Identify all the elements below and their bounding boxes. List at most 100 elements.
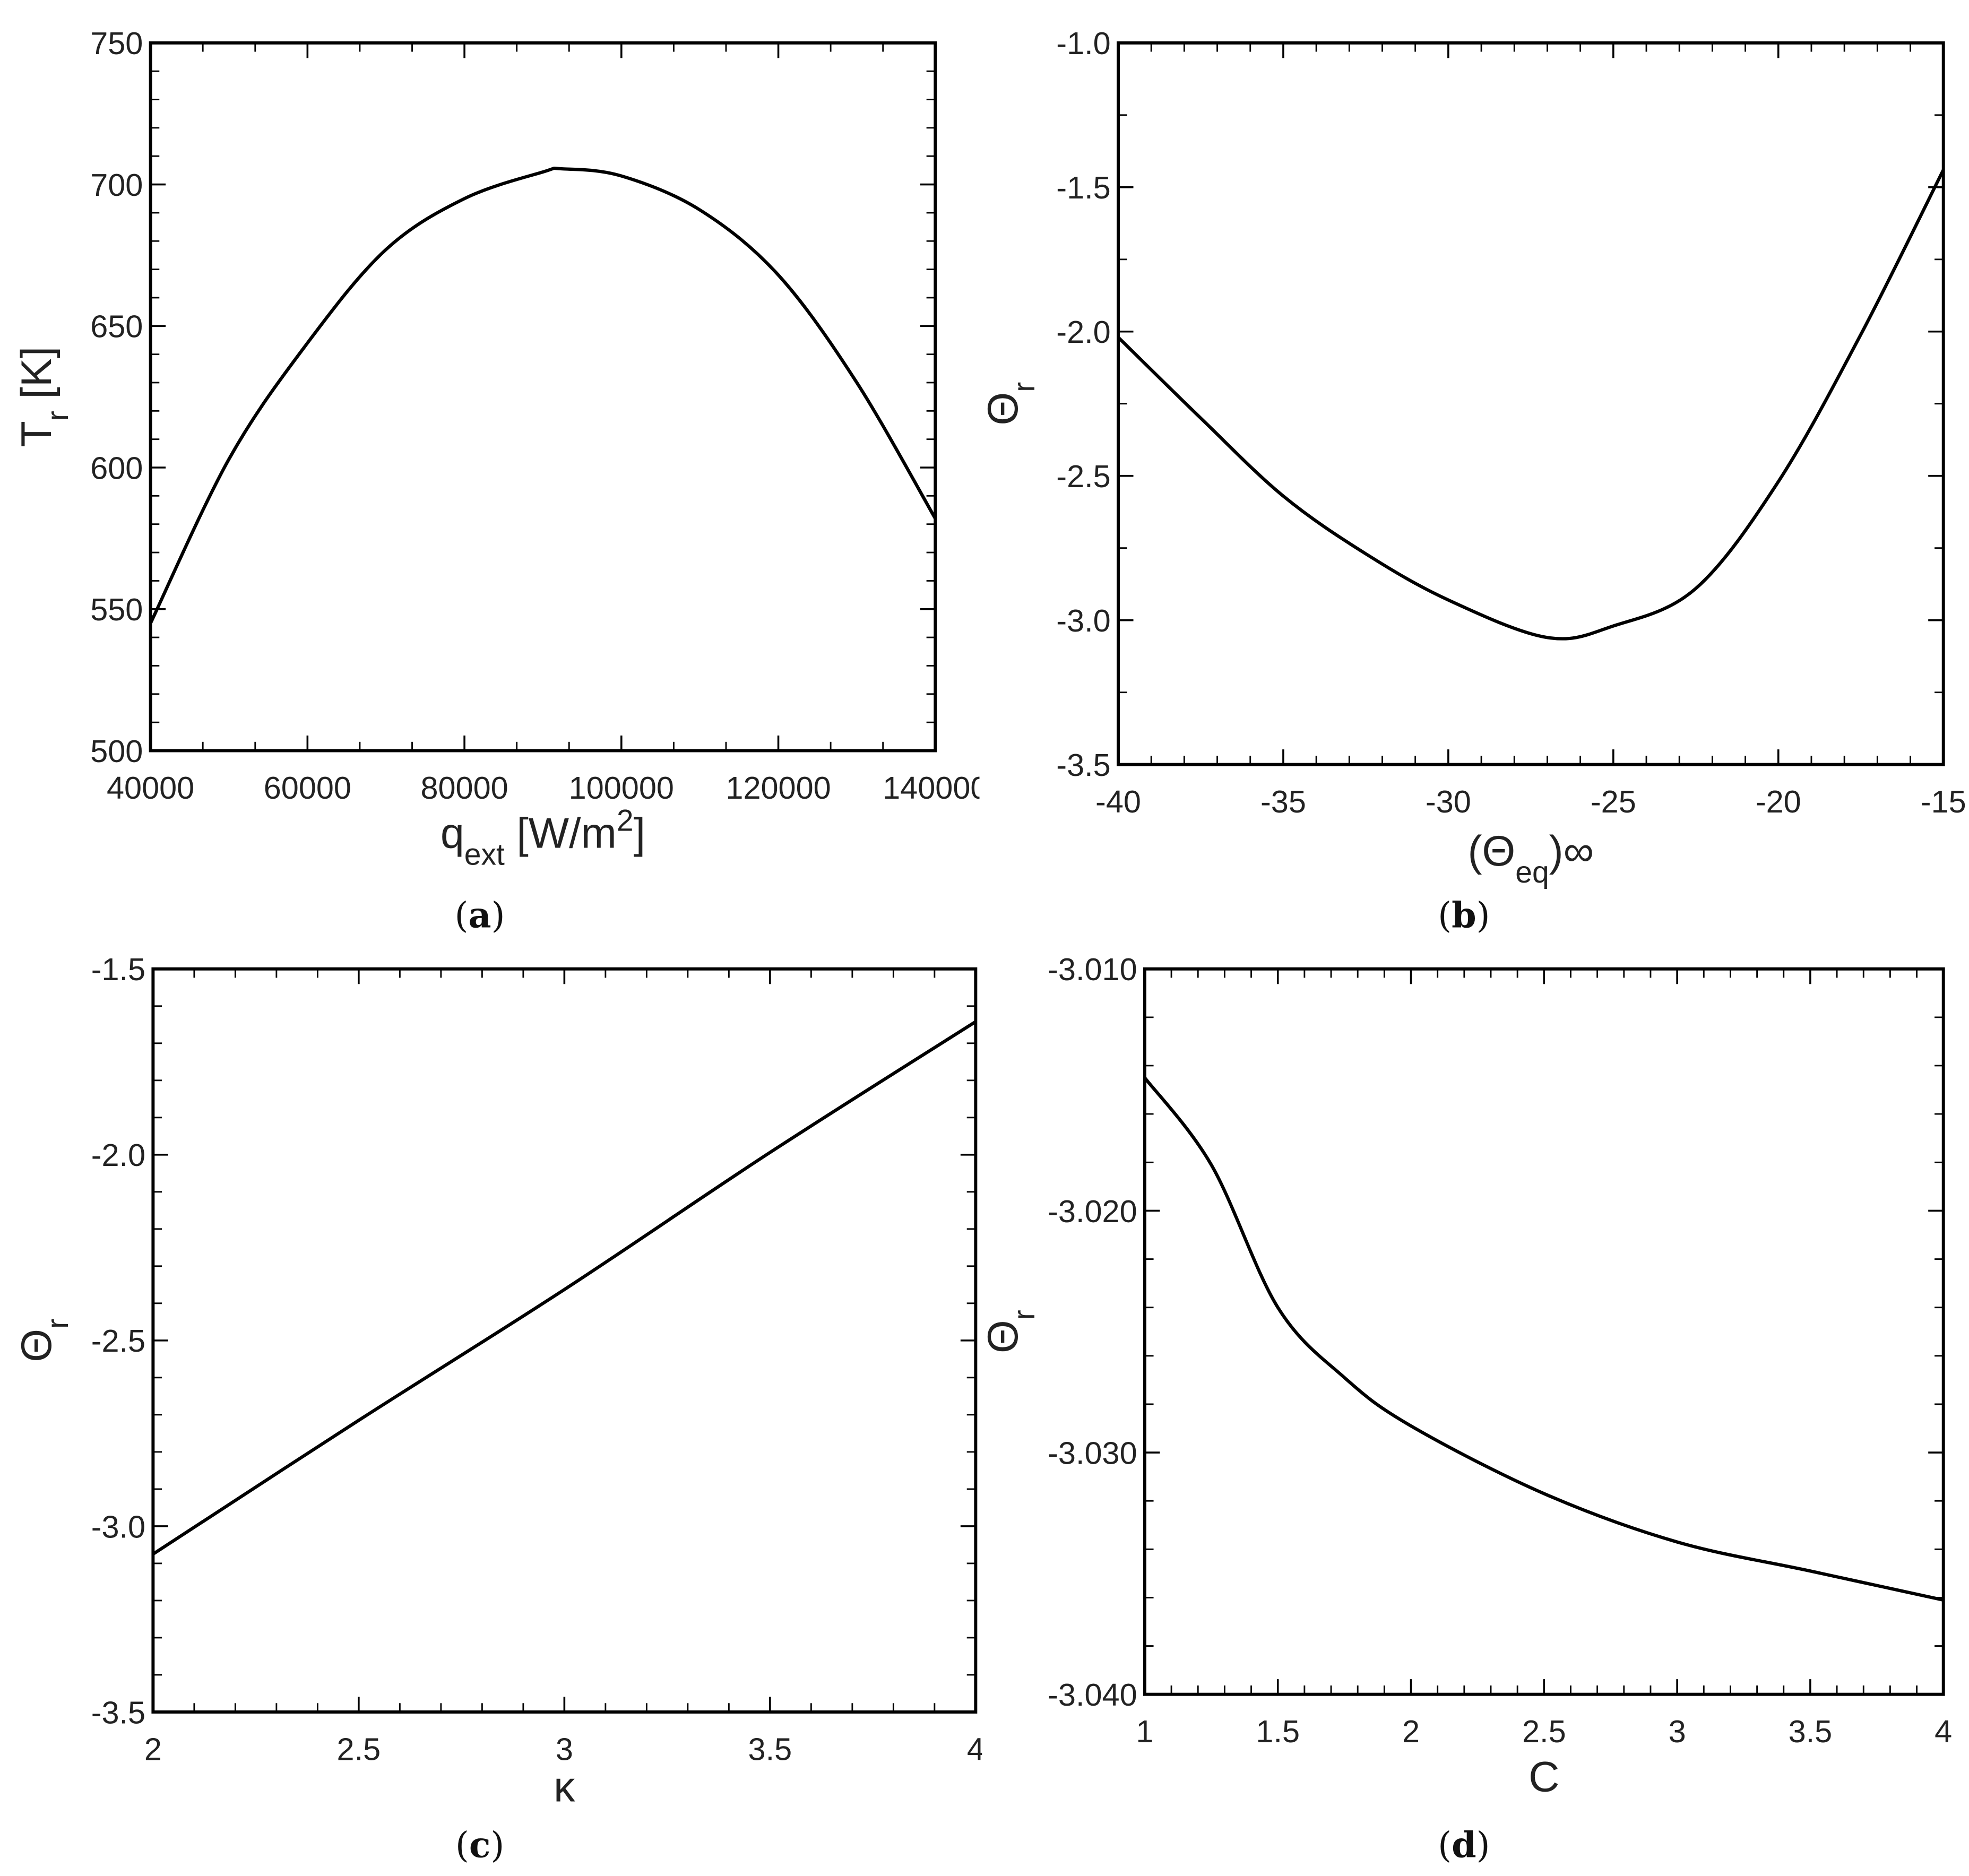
- panel-caption: (c): [455, 1824, 504, 1865]
- x-label-rest: )∞: [1549, 827, 1594, 875]
- plot-frame: [1143, 967, 1945, 1696]
- x-label-sub: ext: [464, 838, 505, 872]
- x-label-sub: eq: [1515, 855, 1549, 889]
- panel-caption: (d): [1438, 1824, 1490, 1865]
- x-tick-label: 80000: [420, 770, 508, 806]
- x-tick-label: 4: [1935, 1714, 1952, 1749]
- panel-caption: (a): [455, 894, 505, 936]
- x-tick-label: 3: [1669, 1714, 1686, 1749]
- x-tick-label: 3.5: [1789, 1714, 1833, 1749]
- x-tick-label: 100000: [569, 770, 674, 806]
- y-axis-label: Θr: [13, 1319, 75, 1362]
- x-axis-label: (Θeq)∞: [1467, 827, 1594, 889]
- y-tick-label: -3.010: [1048, 952, 1137, 987]
- y-tick-label: -2.0: [1056, 314, 1110, 350]
- x-tick-label: 1: [1136, 1714, 1153, 1749]
- y-tick-label: 500: [90, 733, 143, 769]
- x-axis-label: κ: [554, 1763, 575, 1811]
- x-tick-label: -15: [1921, 784, 1966, 819]
- y-tick-label: -3.0: [91, 1509, 145, 1544]
- x-tick-label: -35: [1260, 784, 1306, 819]
- y-tick-label: 700: [90, 167, 143, 203]
- caption-letter: a: [469, 894, 491, 936]
- y-tick-label: -1.5: [91, 952, 145, 987]
- y-axis-label: Tr [K]: [13, 347, 75, 447]
- x-label-main: (Θ: [1467, 827, 1515, 875]
- caption-close: ): [1476, 1824, 1490, 1865]
- x-tick-label: 2: [144, 1731, 162, 1767]
- y-label-main: Θ: [13, 1329, 61, 1362]
- data-series-line: [152, 1020, 977, 1556]
- y-tick-label: -2.5: [91, 1323, 145, 1359]
- data-series-line: [149, 166, 937, 624]
- x-tick-label: 2.5: [1522, 1714, 1566, 1749]
- y-tick-label: -3.030: [1048, 1435, 1137, 1471]
- x-tick-label: -40: [1095, 784, 1141, 819]
- x-label-main: κ: [554, 1763, 575, 1811]
- x-label-main: C: [1528, 1753, 1559, 1801]
- y-tick-label: -3.0: [1056, 603, 1110, 638]
- y-tick-label: -2.0: [91, 1137, 145, 1173]
- y-tick-label: 550: [90, 592, 143, 627]
- y-label-main: Θ: [979, 392, 1027, 426]
- y-tick-label: 750: [90, 25, 143, 61]
- x-tick-label: -20: [1756, 784, 1801, 819]
- data-series-line: [1143, 1076, 1944, 1602]
- panel-b: -40 -35 -30 -25 -20 -15 -3.5 -3.0 -2.5 -2.0 -1.5 -1…: [979, 25, 1966, 936]
- x-tick-label: 4: [967, 1731, 984, 1767]
- y-tick-label: -3.5: [1056, 747, 1110, 783]
- caption-open: (: [1438, 1824, 1452, 1865]
- y-label-sub: r: [41, 1319, 75, 1329]
- x-tick-label: 60000: [264, 770, 351, 806]
- x-tick-label: -25: [1591, 784, 1636, 819]
- y-tick-label: -2.5: [1056, 459, 1110, 494]
- x-label-sup: 2: [617, 804, 634, 838]
- caption-open: (: [455, 1824, 469, 1865]
- caption-letter: c: [469, 1824, 491, 1865]
- caption-open: (: [1438, 894, 1452, 936]
- plot-frame: [1117, 41, 1945, 766]
- caption-open: (: [455, 894, 469, 936]
- y-tick-label: 600: [90, 450, 143, 486]
- x-label-rest: [W/m: [505, 810, 617, 858]
- y-tick-label: -1.5: [1056, 170, 1110, 205]
- y-tick-label: -3.040: [1048, 1677, 1137, 1713]
- x-axis-label: qext [W/m2]: [441, 804, 645, 872]
- caption-letter: d: [1452, 1824, 1476, 1865]
- caption-close: ): [491, 894, 505, 936]
- panel-c: 2 2.5 3 3.5 4 -3.5 -3.0 -2.5 -2.0 -1.5 κ Θr (c): [13, 952, 984, 1865]
- x-tick-label: 3: [556, 1731, 573, 1767]
- x-tick-label: 140000: [883, 770, 988, 806]
- y-tick-label: -3.020: [1048, 1194, 1137, 1229]
- caption-close: ): [1476, 894, 1490, 936]
- y-label-sub: r: [41, 411, 75, 421]
- x-tick-label: 3.5: [748, 1731, 792, 1767]
- y-label-sub: r: [1007, 382, 1041, 392]
- plot-frame: [149, 41, 937, 753]
- y-label-sub: r: [1007, 1310, 1041, 1320]
- y-tick-label: 650: [90, 309, 143, 344]
- caption-close: ): [490, 1824, 504, 1865]
- panel-caption: (b): [1438, 894, 1490, 936]
- x-label-main: q: [441, 810, 464, 858]
- y-label-main: Θ: [979, 1320, 1027, 1353]
- x-tick-label: 1.5: [1256, 1714, 1300, 1749]
- y-axis-label: Θr: [979, 1310, 1041, 1353]
- caption-letter: b: [1452, 894, 1476, 936]
- y-label-rest: [K]: [13, 347, 61, 411]
- y-tick-label: -3.5: [91, 1695, 145, 1730]
- x-tick-label: 2: [1402, 1714, 1420, 1749]
- x-label-end: ]: [634, 810, 645, 858]
- panel-a: 40000 60000 80000 100000 120000 140000 500 550 6…: [13, 25, 988, 936]
- x-tick-label: 120000: [726, 770, 831, 806]
- x-tick-label: -30: [1426, 784, 1471, 819]
- x-tick-label: 2.5: [337, 1731, 381, 1767]
- x-tick-label: 40000: [107, 770, 194, 806]
- y-label-main: T: [13, 421, 61, 447]
- x-axis-label: C: [1528, 1753, 1559, 1801]
- data-series-line: [1117, 169, 1945, 641]
- y-axis-label: Θr: [979, 382, 1041, 426]
- y-tick-label: -1.0: [1056, 25, 1110, 61]
- plot-frame: [151, 967, 978, 1714]
